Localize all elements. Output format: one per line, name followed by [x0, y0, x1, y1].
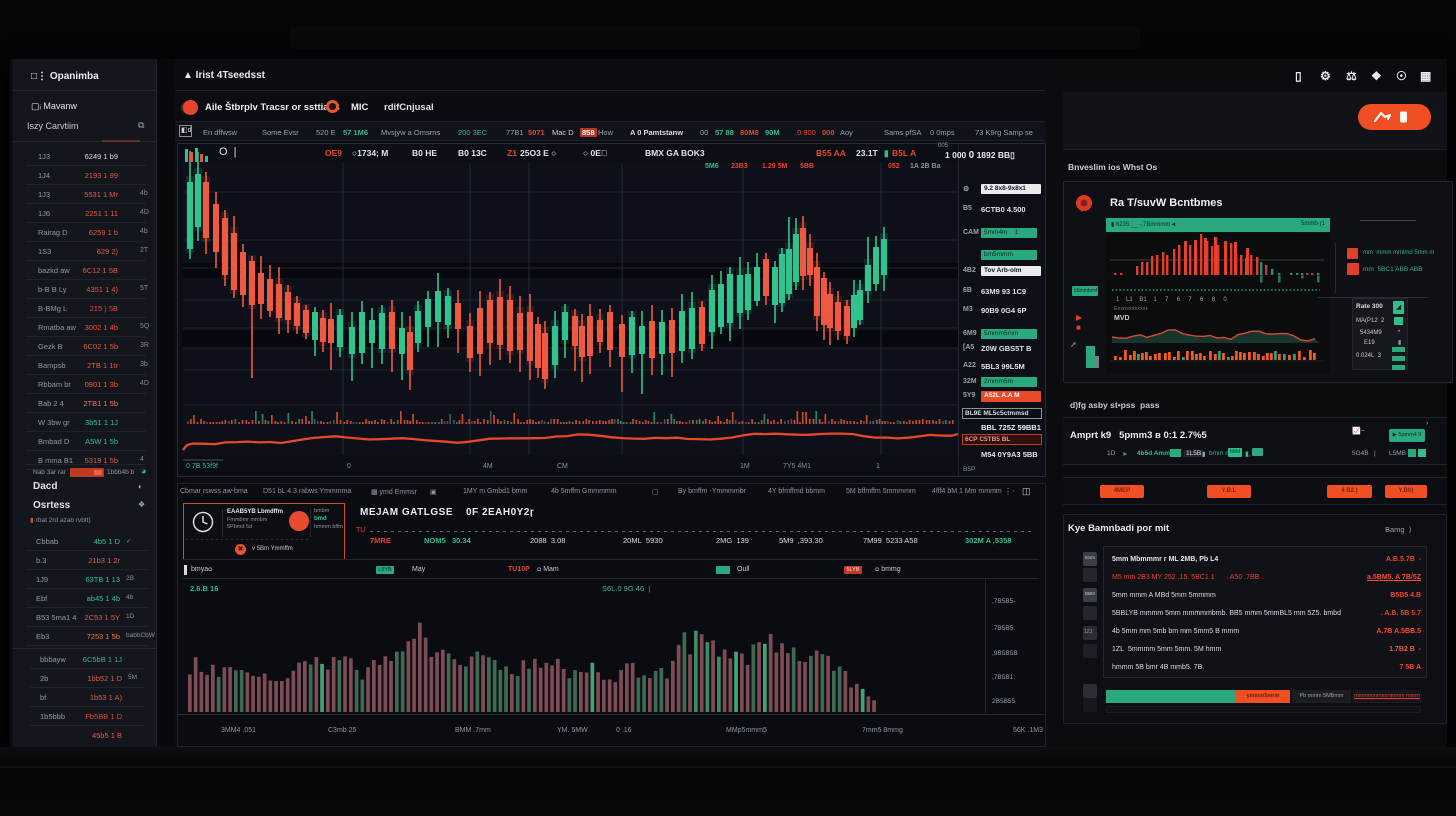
svg-text:Exxnxxxxxxx◐: Exxnxxxxxxx◐ [1114, 306, 1149, 312]
svg-text:MVD: MVD [1114, 315, 1130, 322]
svg-text:1 L1 B1 1 7 6: 1 L1 B1 1 7 6 7 6 8 0 [1116, 297, 1227, 303]
